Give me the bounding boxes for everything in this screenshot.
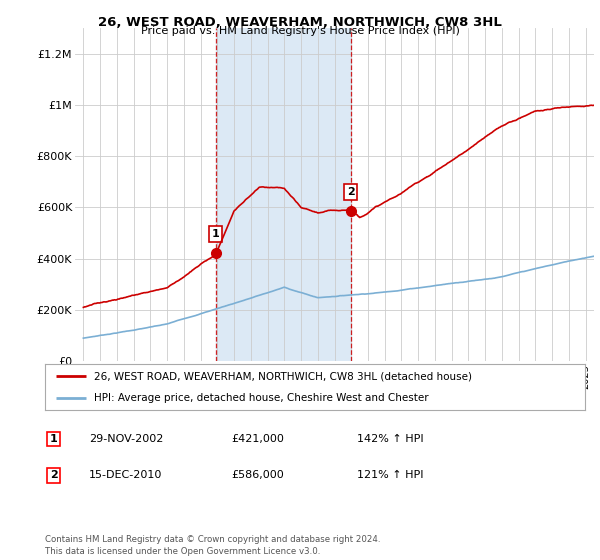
Text: 1: 1 — [50, 434, 58, 444]
Text: Price paid vs. HM Land Registry's House Price Index (HPI): Price paid vs. HM Land Registry's House … — [140, 26, 460, 36]
Text: 1: 1 — [212, 229, 220, 239]
Bar — [216, 28, 350, 361]
Text: 15-DEC-2010: 15-DEC-2010 — [89, 470, 162, 480]
Text: £586,000: £586,000 — [231, 470, 284, 480]
Text: 29-NOV-2002: 29-NOV-2002 — [89, 434, 163, 444]
Text: £421,000: £421,000 — [231, 434, 284, 444]
Text: 142% ↑ HPI: 142% ↑ HPI — [357, 434, 424, 444]
Text: HPI: Average price, detached house, Cheshire West and Chester: HPI: Average price, detached house, Ches… — [94, 393, 428, 403]
Text: Contains HM Land Registry data © Crown copyright and database right 2024.
This d: Contains HM Land Registry data © Crown c… — [45, 535, 380, 556]
Text: 2: 2 — [347, 187, 355, 197]
Text: 26, WEST ROAD, WEAVERHAM, NORTHWICH, CW8 3HL (detached house): 26, WEST ROAD, WEAVERHAM, NORTHWICH, CW8… — [94, 371, 472, 381]
Text: 121% ↑ HPI: 121% ↑ HPI — [357, 470, 424, 480]
Text: 2: 2 — [50, 470, 58, 480]
Text: 26, WEST ROAD, WEAVERHAM, NORTHWICH, CW8 3HL: 26, WEST ROAD, WEAVERHAM, NORTHWICH, CW8… — [98, 16, 502, 29]
